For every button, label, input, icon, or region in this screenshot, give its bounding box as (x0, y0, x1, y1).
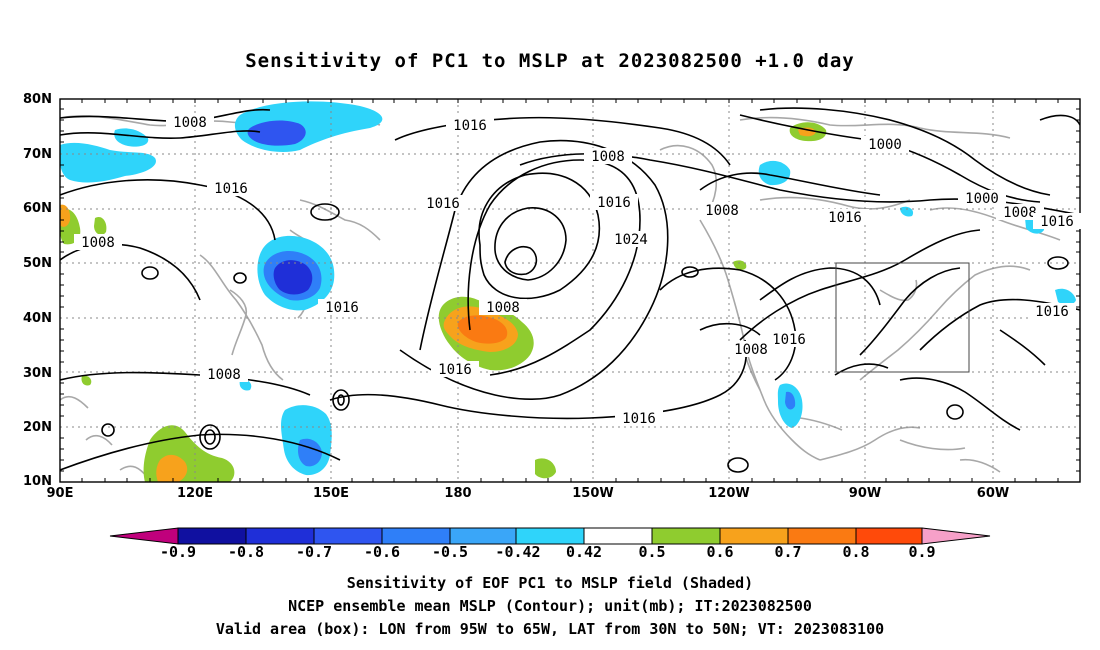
colorbar-swatch (449, 527, 517, 545)
blob-neg (239, 379, 252, 391)
lat-label: 20N (23, 420, 52, 435)
lat-label: 80N (23, 92, 52, 107)
blob-neg (1055, 288, 1076, 305)
lat-label: 60N (23, 201, 52, 216)
contour-label: 1008 (173, 115, 207, 131)
lon-label: 60W (976, 486, 1010, 501)
colorbar-label: -0.42 (495, 543, 541, 561)
contour-label: 1008 (734, 342, 768, 358)
blob-neg (758, 160, 791, 186)
lon-label: 180 (444, 486, 472, 501)
colorbar-swatch (381, 527, 451, 545)
small-contours (101, 203, 1069, 473)
contour-labels: 1008 1016 1016 1008 1016 1008 1016 1024 … (74, 114, 1081, 427)
blob-pos (94, 216, 107, 235)
grid-lines (60, 99, 1080, 482)
mslp-contours (60, 107, 1080, 471)
colorbar-label: -0.5 (431, 543, 469, 561)
contour-label: 1008 (705, 203, 739, 219)
colorbar-label: 0.9 (908, 543, 936, 561)
contour-label: 1016 (1035, 304, 1069, 320)
blob-neg (273, 260, 313, 295)
contour-label: 1016 (597, 195, 631, 211)
lon-label: 90W (848, 486, 882, 501)
contour-label: 1016 (214, 181, 248, 197)
colorbar-swatch (313, 527, 383, 545)
colorbar-label: 0.5 (638, 543, 666, 561)
colorbar-label: -0.9 (159, 543, 197, 561)
blob-pos (457, 315, 508, 344)
blob-neg (247, 120, 306, 146)
colorbar-swatch (855, 527, 923, 545)
colorbar-swatch (651, 527, 721, 545)
colorbar-label: 0.42 (565, 543, 603, 561)
colorbar-label: 0.6 (706, 543, 734, 561)
caption-line-3: Valid area (box): LON from 95W to 65W, L… (215, 620, 885, 638)
colorbar-swatch (719, 527, 789, 545)
caption-line-2: NCEP ensemble mean MSLP (Contour); unit(… (288, 597, 812, 615)
valid-area-box (835, 262, 970, 373)
contour-label: 1008 (207, 367, 241, 383)
blob-pos (81, 375, 92, 386)
colorbar-label: -0.6 (363, 543, 401, 561)
contour-label: 1016 (438, 362, 472, 378)
colorbar-swatch (177, 527, 247, 545)
coastlines (60, 115, 1061, 479)
contour-label: 1008 (486, 300, 520, 316)
lon-label: 150W (572, 486, 614, 501)
colorbar-swatch (583, 527, 653, 545)
blob-neg (60, 142, 156, 183)
lat-label: 40N (23, 311, 52, 326)
blob-pos (60, 204, 71, 227)
map-frame (59, 98, 1081, 483)
blob-neg (785, 391, 796, 410)
caption-line-1: Sensitivity of EOF PC1 to MSLP field (Sh… (346, 574, 754, 592)
colorbar-label: 0.8 (842, 543, 870, 561)
lat-label: 70N (23, 147, 52, 162)
colorbar-swatch (921, 527, 991, 545)
colorbar-label: -0.7 (295, 543, 333, 561)
colorbar (109, 527, 991, 545)
lon-label: 120E (176, 486, 214, 501)
contour-label: 1008 (1003, 205, 1037, 221)
lat-label: 10N (23, 474, 52, 489)
blob-pos (156, 454, 188, 482)
colorbar-swatch (109, 527, 179, 545)
blob-neg (900, 206, 914, 217)
colorbar-label: -0.8 (227, 543, 265, 561)
tick-marks (60, 99, 1080, 482)
contour-label: 1016 (772, 332, 806, 348)
contour-label: 1000 (965, 191, 999, 207)
colorbar-swatch (245, 527, 315, 545)
lat-label: 30N (23, 366, 52, 381)
colorbar-swatch (787, 527, 857, 545)
contour-label: 1008 (81, 235, 115, 251)
chart-title: Sensitivity of PC1 to MSLP at 2023082500… (245, 50, 855, 72)
blob-pos (535, 458, 556, 479)
sensitivity-shading (60, 101, 1076, 482)
contour-label: 1016 (622, 411, 656, 427)
lon-label: 120W (708, 486, 750, 501)
contour-label: 1016 (828, 210, 862, 226)
blob-neg (114, 128, 149, 147)
lat-label: 50N (23, 256, 52, 271)
contour-label: 1016 (325, 300, 359, 316)
colorbar-label: 0.7 (774, 543, 802, 561)
lon-label: 150E (312, 486, 350, 501)
contour-label: 1000 (868, 137, 902, 153)
lon-label: 90E (46, 486, 74, 501)
contour-label: 1024 (614, 232, 648, 248)
blob-pos (733, 260, 747, 270)
contour-label: 1016 (426, 196, 460, 212)
contour-label: 1016 (453, 118, 487, 134)
contour-label: 1008 (591, 149, 625, 165)
contour-label: 1016 (1040, 214, 1074, 230)
colorbar-swatch (515, 527, 585, 545)
